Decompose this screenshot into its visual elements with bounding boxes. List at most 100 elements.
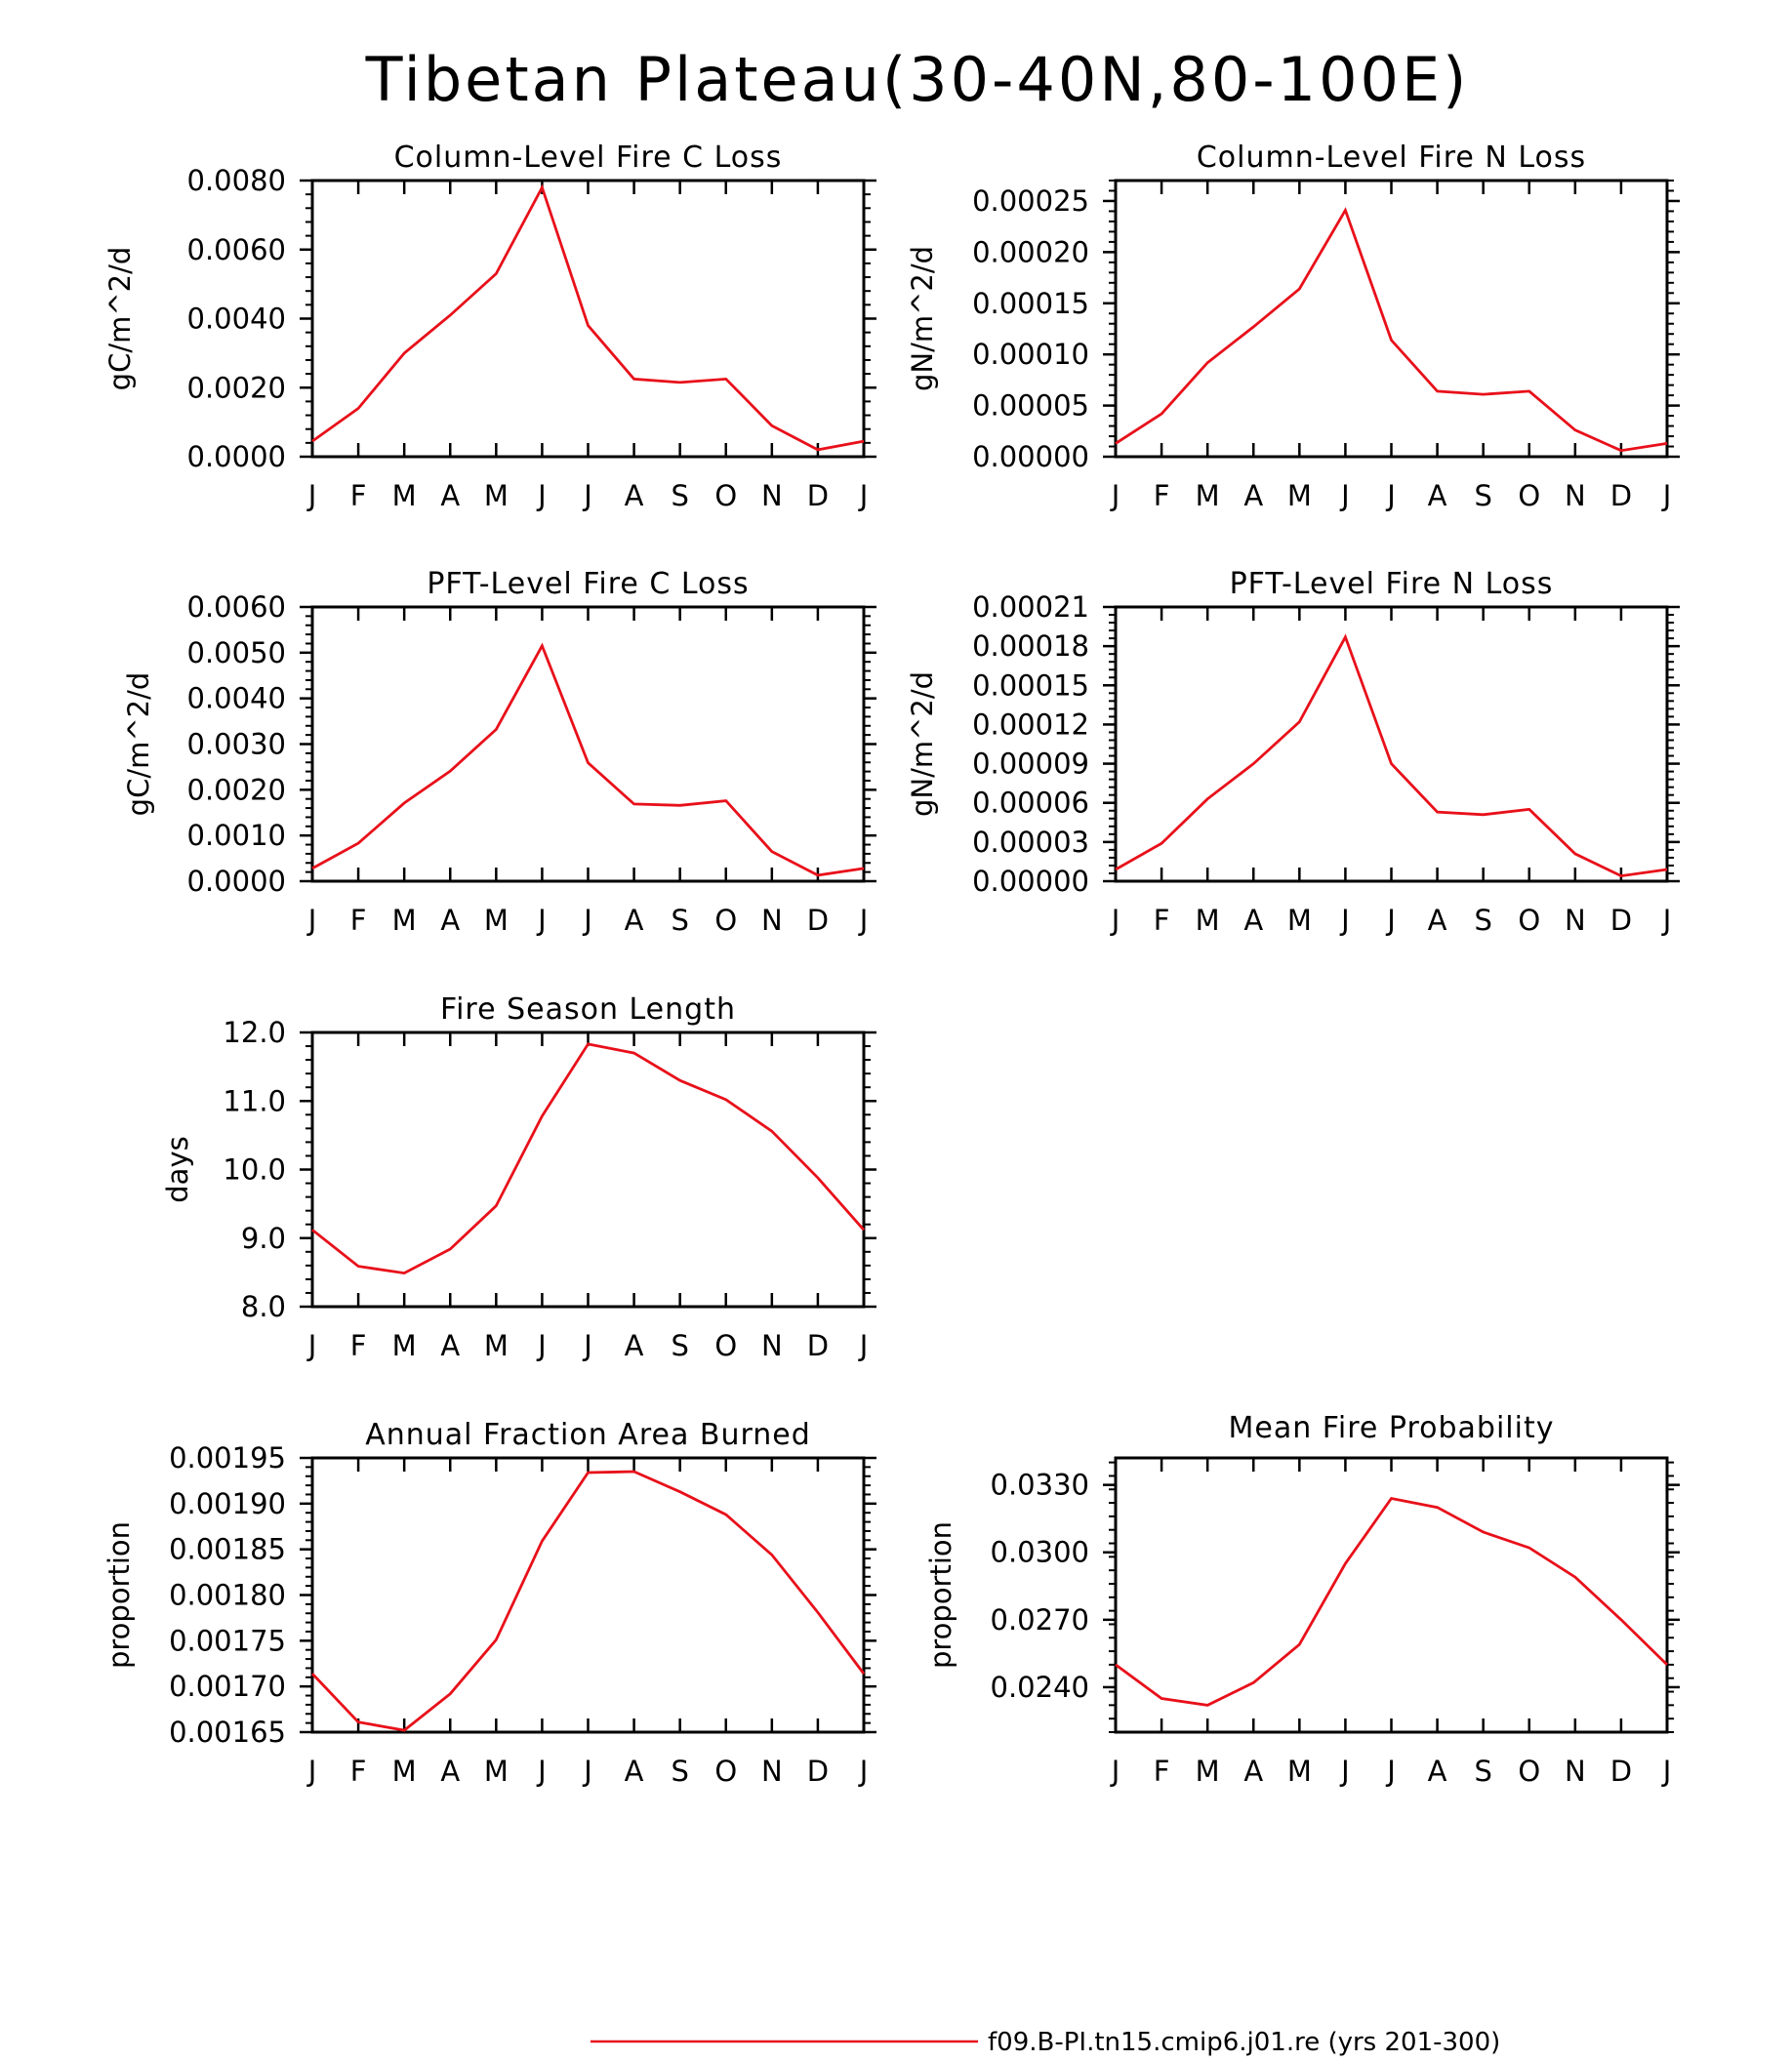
plot-frame	[310, 605, 866, 883]
figure-title: Tibetan Plateau(30-40N,80-100E)	[365, 44, 1470, 115]
x-tick-label: O	[714, 904, 737, 937]
y-tick-label: 0.00009	[972, 748, 1089, 781]
y-tick-label: 0.0300	[991, 1536, 1089, 1569]
y-tick-label: 12.0	[223, 1016, 286, 1049]
chart-title: Mean Fire Probability	[1229, 1411, 1555, 1445]
x-tick-label: N	[1565, 904, 1586, 937]
y-axis-label: gN/m^2/d	[906, 246, 939, 391]
x-tick-label: J	[306, 1329, 317, 1362]
x-tick-label: S	[671, 1755, 688, 1788]
x-tick-label: A	[1243, 904, 1263, 937]
x-tick-label: O	[1518, 904, 1540, 937]
x-tick-label: D	[807, 904, 829, 937]
y-tick-label: 0.00021	[972, 590, 1089, 624]
x-tick-label: J	[536, 479, 547, 512]
y-tick-label: 0.00185	[169, 1533, 286, 1566]
x-tick-label: J	[1385, 904, 1396, 937]
x-tick-label: M	[484, 479, 509, 512]
x-tick-label: A	[440, 1329, 460, 1362]
x-tick-label: N	[761, 904, 783, 937]
x-tick-label: F	[1154, 904, 1170, 937]
x-tick-label: J	[536, 1329, 547, 1362]
x-tick-label: M	[1196, 1755, 1220, 1788]
y-tick-label: 0.00010	[972, 338, 1089, 371]
x-tick-label: N	[1565, 1755, 1586, 1788]
x-tick-label: D	[807, 1755, 829, 1788]
x-tick-label: O	[1518, 1755, 1540, 1788]
y-tick-label: 0.00170	[169, 1670, 286, 1703]
x-tick-label: J	[582, 904, 592, 937]
y-tick-label: 0.00195	[169, 1441, 286, 1475]
x-tick-label: F	[350, 1329, 367, 1362]
x-tick-label: A	[625, 1755, 644, 1788]
series-line	[311, 1042, 866, 1275]
y-tick-label: 0.0020	[187, 371, 286, 404]
x-tick-label: O	[714, 479, 737, 512]
x-tick-label: D	[1610, 479, 1632, 512]
x-tick-label: M	[484, 1329, 509, 1362]
x-tick-label: J	[1661, 1755, 1672, 1788]
x-tick-label: M	[1287, 479, 1312, 512]
y-tick-label: 0.0040	[187, 682, 286, 715]
x-tick-label: J	[1110, 904, 1120, 937]
x-tick-label: S	[1474, 479, 1491, 512]
x-tick-label: J	[858, 1755, 869, 1788]
y-tick-label: 0.0270	[991, 1603, 1089, 1637]
chart-title: Column-Level Fire C Loss	[394, 141, 783, 175]
x-tick-label: A	[625, 904, 644, 937]
x-tick-label: J	[1339, 1755, 1350, 1788]
x-tick-label: S	[671, 904, 688, 937]
x-tick-label: M	[392, 904, 417, 937]
x-tick-label: M	[1287, 1755, 1312, 1788]
x-tick-label: N	[761, 1329, 783, 1362]
series-line	[1115, 1496, 1668, 1707]
plot-frame	[310, 1456, 866, 1734]
legend: f09.B-PI.tn15.cmip6.j01.re (yrs 201-300)	[591, 2028, 1500, 2057]
y-tick-label: 0.00025	[972, 184, 1089, 218]
x-tick-label: J	[306, 479, 317, 512]
x-tick-label: S	[1474, 1755, 1491, 1788]
x-tick-label: J	[582, 479, 592, 512]
x-tick-label: J	[306, 1755, 317, 1788]
x-tick-label: J	[1110, 1755, 1120, 1788]
x-tick-label: A	[1243, 479, 1263, 512]
x-tick-label: J	[1661, 479, 1672, 512]
x-tick-label: M	[392, 479, 417, 512]
y-tick-label: 8.0	[241, 1290, 286, 1323]
x-tick-label: N	[1565, 479, 1586, 512]
x-tick-label: A	[1243, 1755, 1263, 1788]
x-tick-label: N	[761, 479, 783, 512]
y-tick-label: 0.0020	[187, 773, 286, 806]
x-tick-label: A	[440, 904, 460, 937]
x-tick-label: A	[1428, 904, 1447, 937]
x-tick-label: D	[807, 1329, 829, 1362]
y-axis-label: proportion	[924, 1521, 957, 1669]
y-tick-label: 0.0060	[187, 590, 286, 624]
x-tick-label: M	[1196, 479, 1220, 512]
x-tick-label: O	[714, 1329, 737, 1362]
y-tick-label: 9.0	[241, 1222, 286, 1255]
x-tick-label: J	[536, 904, 547, 937]
y-tick-label: 0.00020	[972, 235, 1089, 268]
y-tick-label: 0.00018	[972, 629, 1089, 663]
y-tick-label: 0.00006	[972, 787, 1089, 820]
y-tick-label: 0.00175	[169, 1624, 286, 1657]
x-tick-label: F	[1154, 1755, 1170, 1788]
x-tick-label: N	[761, 1755, 783, 1788]
x-tick-label: M	[392, 1329, 417, 1362]
x-tick-label: J	[858, 904, 869, 937]
plot-frame	[1114, 605, 1669, 883]
x-tick-label: J	[1385, 1755, 1396, 1788]
y-tick-label: 0.00015	[972, 668, 1089, 702]
x-tick-label: O	[714, 1755, 737, 1788]
y-tick-label: 0.0330	[991, 1469, 1089, 1502]
x-tick-label: M	[484, 1755, 509, 1788]
y-axis-label: gC/m^2/d	[103, 247, 137, 391]
series-line	[311, 183, 865, 452]
